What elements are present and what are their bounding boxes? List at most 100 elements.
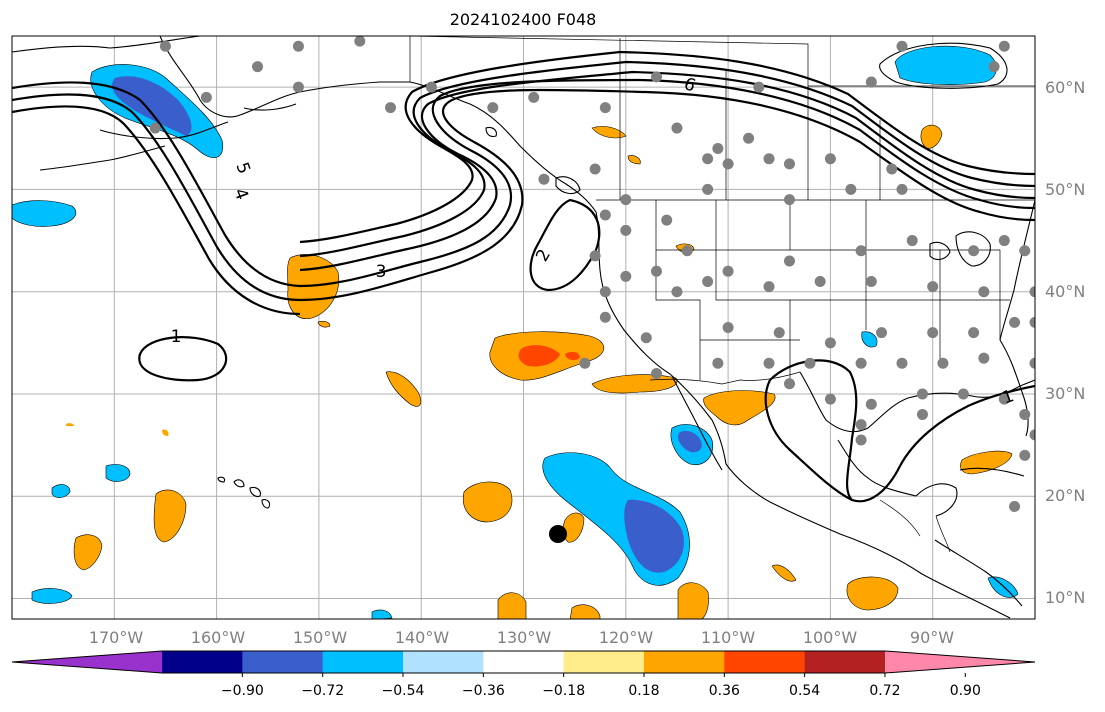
lon-tick-label: 110°W bbox=[701, 628, 756, 647]
station-dot bbox=[916, 388, 928, 400]
station-dot bbox=[763, 281, 775, 293]
station-dot bbox=[998, 393, 1010, 405]
station-dot bbox=[743, 132, 755, 144]
colorbar-extend-low bbox=[12, 651, 163, 673]
station-dot bbox=[640, 332, 652, 344]
station-dot bbox=[1029, 357, 1035, 369]
anomaly-shading bbox=[12, 45, 1019, 619]
station-dot bbox=[1029, 286, 1035, 298]
lon-tick-label: 140°W bbox=[395, 628, 450, 647]
lon-tick-label: 120°W bbox=[599, 628, 654, 647]
station-dot bbox=[354, 36, 366, 47]
station-dot bbox=[896, 357, 908, 369]
contour-label: 3 bbox=[376, 262, 387, 282]
colorbar-segment bbox=[162, 651, 243, 673]
station-dot bbox=[927, 327, 939, 339]
station-dot bbox=[620, 224, 632, 236]
contour-lines bbox=[12, 50, 1035, 503]
station-dot bbox=[712, 357, 724, 369]
colorbar-segment bbox=[724, 651, 806, 673]
colorbar-segment bbox=[242, 651, 324, 673]
lat-tick-label: 20°N bbox=[1045, 486, 1085, 505]
lon-tick-label: 100°W bbox=[803, 628, 858, 647]
station-dot bbox=[1019, 408, 1031, 420]
lat-tick-label: 10°N bbox=[1045, 588, 1085, 607]
station-dot bbox=[763, 357, 775, 369]
colorbar-tick-label: 0.72 bbox=[869, 683, 900, 699]
lat-tick-label: 60°N bbox=[1045, 78, 1085, 97]
colorbar-tick-label: −0.36 bbox=[462, 683, 505, 699]
station-dot bbox=[783, 378, 795, 390]
station-dot bbox=[824, 393, 836, 405]
station-dot bbox=[783, 158, 795, 170]
colorbar-segment bbox=[804, 651, 886, 673]
colorbar-tick-label: −0.72 bbox=[301, 683, 344, 699]
station-dot bbox=[968, 327, 980, 339]
station-dot bbox=[149, 122, 161, 134]
station-dot bbox=[968, 245, 980, 257]
station-dot bbox=[722, 322, 734, 333]
colorbar-outline bbox=[11, 650, 1036, 674]
station-dot bbox=[906, 235, 918, 247]
station-dot bbox=[671, 122, 683, 134]
station-dot bbox=[1029, 316, 1035, 328]
station-dot bbox=[814, 275, 826, 287]
contour-label: 1 bbox=[171, 327, 182, 347]
lon-tick-label: 160°W bbox=[191, 628, 246, 647]
station-dot bbox=[865, 76, 877, 88]
lon-tick-label: 170°W bbox=[89, 628, 144, 647]
station-dot bbox=[937, 357, 949, 369]
station-dot bbox=[1050, 337, 1061, 348]
station-dots bbox=[149, 36, 1061, 512]
station-dot bbox=[896, 40, 908, 52]
station-dot bbox=[927, 281, 939, 293]
storm-center-marker bbox=[549, 525, 567, 543]
station-dot bbox=[538, 173, 550, 185]
station-dot bbox=[599, 286, 611, 298]
station-dot bbox=[916, 408, 928, 420]
station-dot bbox=[896, 183, 908, 195]
station-dot bbox=[1009, 316, 1021, 328]
station-dot bbox=[599, 209, 611, 221]
station-dot bbox=[599, 102, 611, 114]
station-dot bbox=[487, 102, 499, 114]
lon-tick-label: 90°W bbox=[910, 628, 954, 647]
station-dot bbox=[722, 158, 734, 170]
colorbar-segment bbox=[483, 651, 565, 673]
lon-tick-label: 130°W bbox=[497, 628, 552, 647]
station-dot bbox=[886, 163, 898, 175]
station-dot bbox=[650, 71, 662, 83]
station-dot bbox=[1019, 245, 1031, 257]
station-dot bbox=[1040, 256, 1051, 267]
station-dot bbox=[978, 286, 990, 298]
station-dot bbox=[579, 357, 591, 369]
lon-tick-label: 150°W bbox=[293, 628, 348, 647]
colorbar-tick-label: −0.18 bbox=[542, 683, 585, 699]
station-dot bbox=[1029, 429, 1035, 441]
lat-tick-labels: 60°N 50°N 40°N 30°N 20°N 10°N bbox=[1045, 78, 1085, 607]
lat-tick-label: 50°N bbox=[1045, 180, 1085, 199]
political-borders bbox=[409, 36, 1035, 553]
station-dot bbox=[681, 245, 693, 257]
station-dot bbox=[599, 311, 611, 323]
station-dot bbox=[292, 40, 304, 52]
station-dot bbox=[702, 183, 714, 195]
station-dot bbox=[1009, 500, 1021, 512]
colorbar-segment bbox=[403, 651, 484, 673]
map-title: 2024102400 F048 bbox=[450, 10, 597, 29]
station-dot bbox=[865, 275, 877, 287]
map-frame bbox=[11, 35, 1036, 620]
station-dot bbox=[589, 163, 601, 175]
lon-tick-labels: 170°W 160°W 150°W 140°W 130°W 120°W 110°… bbox=[89, 628, 954, 647]
station-dot bbox=[855, 419, 867, 431]
station-dot bbox=[650, 265, 662, 277]
station-dot bbox=[1050, 327, 1061, 338]
station-dot bbox=[763, 153, 775, 165]
station-dot bbox=[783, 255, 795, 267]
colorbar-tick-label: 0.36 bbox=[709, 683, 740, 699]
colorbar-tick-label: −0.54 bbox=[382, 683, 425, 699]
map-area: 1 2 3 4 5 6 1 bbox=[12, 36, 1061, 619]
station-dot bbox=[620, 270, 632, 282]
station-dot bbox=[998, 40, 1010, 52]
station-dot bbox=[702, 153, 714, 165]
